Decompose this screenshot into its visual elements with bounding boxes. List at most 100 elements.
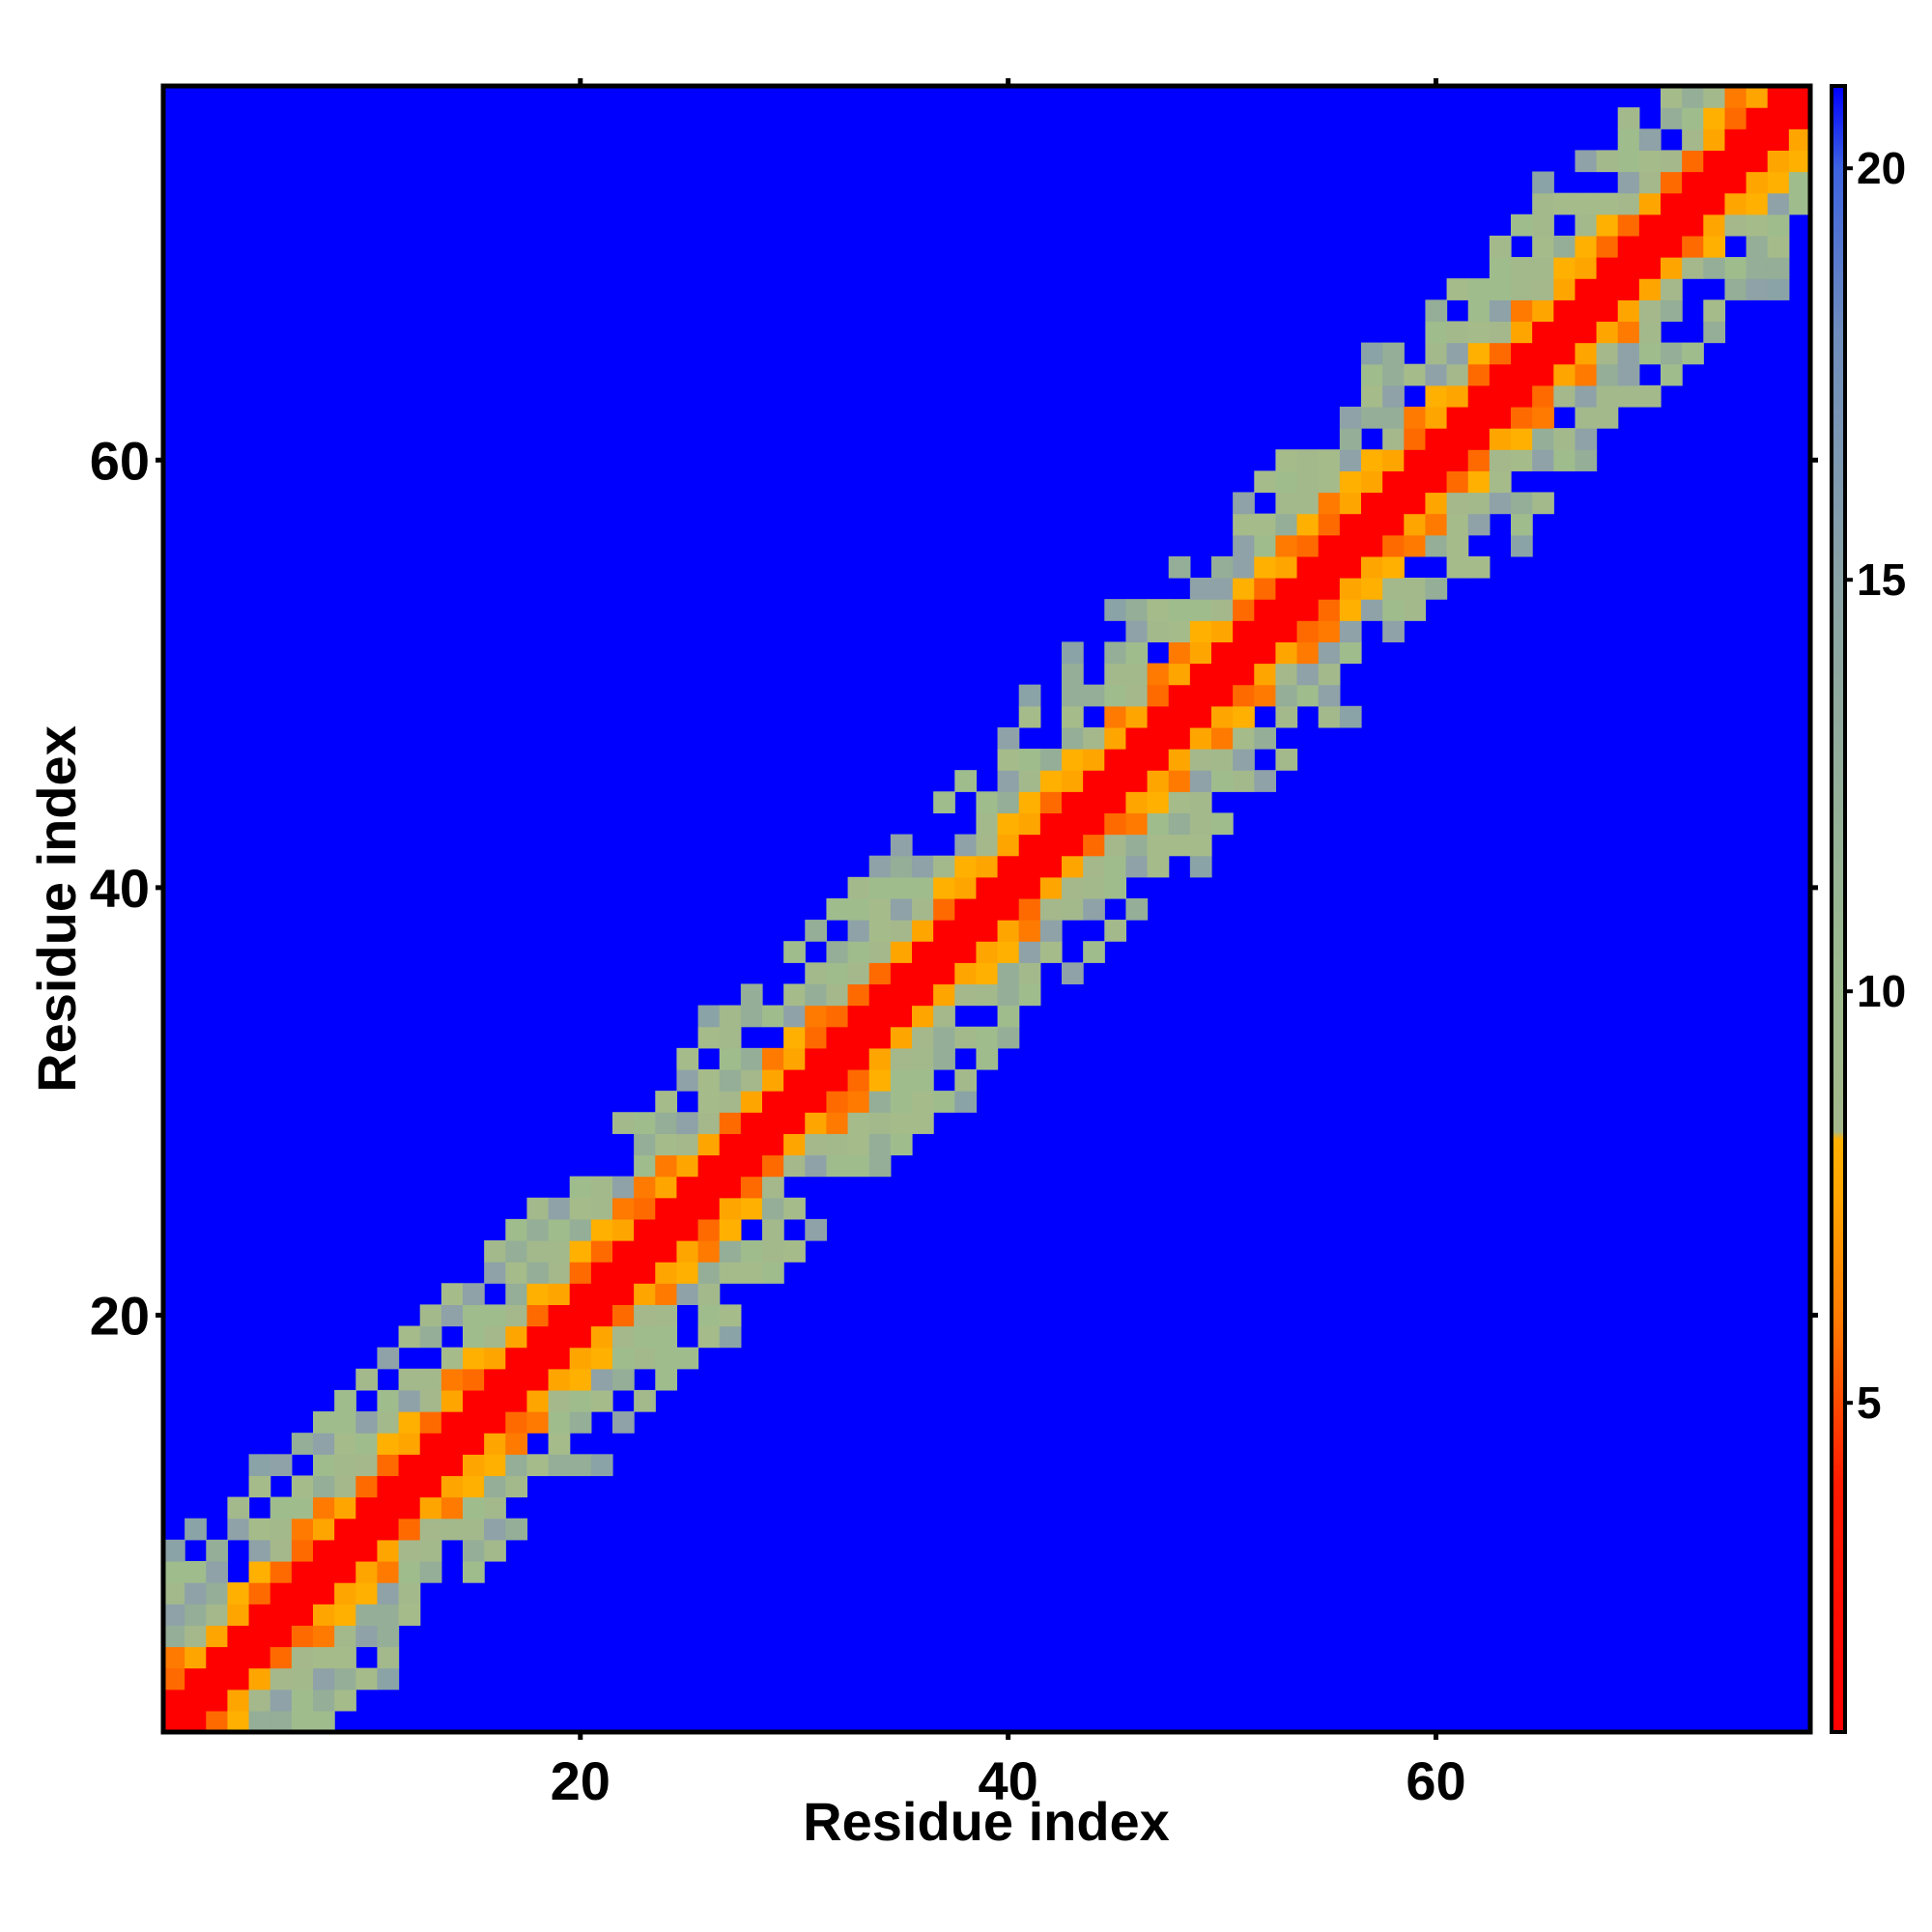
heatmap-cell — [419, 1411, 442, 1434]
heatmap-cell — [1404, 406, 1427, 429]
heatmap-cell — [334, 1582, 356, 1605]
heatmap-cell — [976, 855, 999, 878]
heatmap-cell — [1018, 876, 1041, 899]
heatmap-cell — [163, 1710, 185, 1733]
heatmap-cell — [868, 1026, 892, 1049]
heatmap-cell — [484, 1368, 506, 1391]
heatmap-cell — [655, 1304, 678, 1327]
heatmap-cell — [1788, 86, 1811, 108]
heatmap-cell — [1596, 278, 1619, 300]
heatmap-cell — [1661, 107, 1683, 129]
heatmap-cell — [1147, 620, 1170, 642]
heatmap-cell — [1382, 363, 1405, 386]
heatmap-cell — [206, 1560, 229, 1583]
heatmap-cell — [377, 1625, 400, 1648]
heatmap-cell — [398, 1411, 421, 1434]
heatmap-cell — [248, 1646, 271, 1669]
heatmap-cell — [291, 1475, 314, 1498]
y-axis: 20 40 60 — [90, 430, 1818, 1346]
heatmap-cell — [1511, 534, 1533, 557]
heatmap-cell — [976, 812, 999, 836]
heatmap-cell — [826, 1091, 849, 1113]
heatmap-cell — [1211, 684, 1234, 707]
heatmap-cell — [1767, 235, 1790, 258]
colorbar-tick-label: 15 — [1857, 554, 1906, 605]
heatmap-cell — [270, 1604, 293, 1626]
heatmap-cell — [805, 1154, 828, 1178]
heatmap-cell — [1275, 705, 1298, 728]
heatmap-cell — [1062, 791, 1084, 814]
heatmap-cell — [463, 1347, 485, 1370]
heatmap-cell — [762, 1091, 784, 1113]
heatmap-cell — [1511, 321, 1533, 344]
heatmap-cell — [377, 1646, 400, 1669]
heatmap-cell — [1404, 577, 1427, 600]
heatmap-cell — [419, 1325, 442, 1349]
heatmap-cell — [1703, 86, 1726, 108]
heatmap-cell — [1018, 749, 1041, 771]
heatmap-cell — [355, 1667, 379, 1690]
heatmap-cell — [248, 1518, 271, 1541]
heatmap-cell — [612, 1325, 635, 1349]
heatmap-cell — [1467, 342, 1491, 365]
heatmap-cell — [933, 876, 955, 899]
heatmap-cell — [1382, 534, 1405, 557]
heatmap-cell — [1661, 235, 1683, 258]
heatmap-cell — [419, 1560, 442, 1583]
heatmap-cell — [355, 1539, 379, 1562]
heatmap-cell — [868, 983, 892, 1007]
heatmap-cell — [355, 1368, 379, 1391]
heatmap-cell — [783, 1240, 806, 1263]
heatmap-cell — [719, 1262, 742, 1284]
heatmap-cell — [355, 1454, 379, 1477]
heatmap-cell — [377, 1518, 400, 1541]
heatmap-cell — [1233, 684, 1255, 707]
heatmap-cell — [270, 1710, 293, 1733]
heatmap-cell — [868, 962, 892, 985]
heatmap-cell — [313, 1667, 335, 1690]
heatmap-cell — [805, 1091, 828, 1113]
heatmap-cell — [1553, 321, 1577, 344]
heatmap-cell — [1125, 663, 1149, 686]
heatmap-cell — [997, 962, 1020, 985]
x-tick-label: 20 — [551, 1750, 611, 1811]
heatmap-cell — [377, 1411, 400, 1434]
heatmap-cell — [954, 876, 978, 899]
heatmap-cell — [1125, 770, 1149, 792]
heatmap-cell — [1617, 321, 1640, 344]
heatmap-cell — [719, 1240, 742, 1263]
heatmap-cell — [1168, 791, 1191, 814]
heatmap-cell — [740, 1133, 763, 1156]
heatmap-cell — [569, 1325, 592, 1349]
heatmap-cell — [1489, 321, 1512, 344]
heatmap-cell — [291, 1646, 314, 1669]
heatmap-cell — [1275, 749, 1298, 771]
heatmap-cell — [227, 1496, 250, 1520]
heatmap-cell — [1147, 684, 1170, 707]
heatmap-cell — [1018, 812, 1041, 836]
heatmap-cell — [440, 1411, 464, 1434]
heatmap-cell — [526, 1454, 550, 1477]
heatmap-cell — [740, 1197, 763, 1220]
heatmap-cell — [1682, 192, 1704, 215]
heatmap-cell — [612, 1112, 635, 1134]
heatmap-cell — [1767, 86, 1790, 108]
heatmap-cell — [334, 1433, 356, 1455]
heatmap-cell — [1062, 770, 1084, 792]
heatmap-cell — [1318, 577, 1341, 600]
heatmap-cell — [505, 1240, 528, 1263]
colorbar-tick-label: 5 — [1857, 1378, 1882, 1428]
heatmap-cell — [1382, 406, 1405, 429]
heatmap-cell — [1532, 257, 1554, 279]
heatmap-cell — [1233, 620, 1255, 642]
heatmap-cell — [313, 1582, 335, 1605]
heatmap-cell — [719, 1091, 742, 1113]
heatmap-cell — [206, 1625, 229, 1648]
heatmap-cell — [1361, 577, 1383, 600]
heatmap-cell — [1511, 299, 1533, 323]
heatmap-cell — [1404, 513, 1427, 536]
heatmap-cell — [655, 1112, 678, 1134]
heatmap-cell — [1339, 641, 1362, 665]
heatmap-cell — [463, 1433, 485, 1455]
heatmap-cell — [697, 1068, 721, 1092]
